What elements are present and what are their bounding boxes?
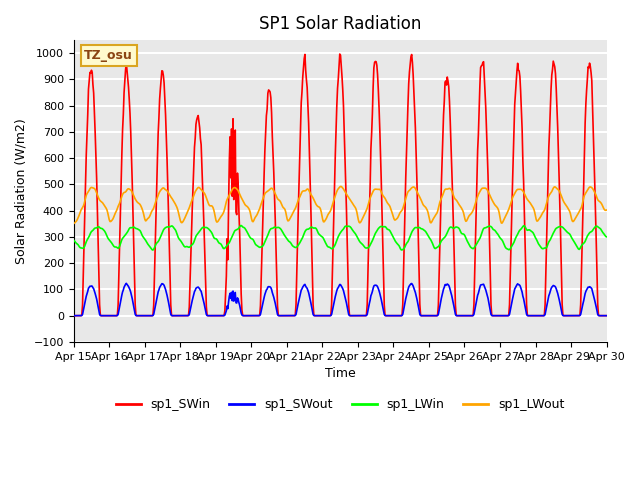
sp1_SWin xyxy=(421,313,429,319)
sp1_SWout xyxy=(189,295,197,300)
sp1_LWin xyxy=(189,241,197,247)
sp1_LWout xyxy=(70,221,77,227)
sp1_LWin xyxy=(149,247,157,253)
sp1_LWin xyxy=(134,227,142,232)
sp1_SWout xyxy=(406,283,413,288)
sp1_SWin xyxy=(406,69,413,75)
Y-axis label: Solar Radiation (W/m2): Solar Radiation (W/m2) xyxy=(15,118,28,264)
sp1_LWin xyxy=(603,234,611,240)
sp1_LWin xyxy=(406,233,414,239)
sp1_SWout xyxy=(79,308,87,314)
sp1_SWin xyxy=(134,313,142,319)
Legend: sp1_SWin, sp1_SWout, sp1_LWin, sp1_LWout: sp1_SWin, sp1_SWout, sp1_LWin, sp1_LWout xyxy=(111,394,570,417)
Line: sp1_LWout: sp1_LWout xyxy=(74,186,607,224)
sp1_LWin xyxy=(79,245,87,251)
Text: TZ_osu: TZ_osu xyxy=(84,49,133,62)
Line: sp1_LWin: sp1_LWin xyxy=(74,226,607,250)
sp1_LWin xyxy=(218,241,225,247)
sp1_SWout xyxy=(135,313,143,319)
sp1_SWin xyxy=(336,51,344,57)
sp1_LWout xyxy=(603,207,611,213)
Line: sp1_SWin: sp1_SWin xyxy=(74,54,607,316)
sp1_LWout xyxy=(406,188,413,193)
sp1_LWout xyxy=(134,200,142,206)
sp1_LWout xyxy=(188,197,196,203)
sp1_LWout xyxy=(79,204,87,209)
X-axis label: Time: Time xyxy=(324,367,355,380)
sp1_SWout xyxy=(421,313,429,319)
sp1_LWout xyxy=(216,214,224,220)
sp1_SWin xyxy=(188,205,196,211)
sp1_SWout xyxy=(603,313,611,319)
sp1_SWout xyxy=(218,313,225,319)
Line: sp1_SWout: sp1_SWout xyxy=(74,283,607,316)
sp1_LWin xyxy=(422,229,429,235)
sp1_SWin xyxy=(79,273,87,279)
sp1_SWin xyxy=(603,313,611,319)
sp1_SWin xyxy=(216,313,224,319)
sp1_LWin xyxy=(70,237,77,243)
sp1_LWout xyxy=(421,204,429,209)
sp1_SWin xyxy=(70,313,77,319)
Title: SP1 Solar Radiation: SP1 Solar Radiation xyxy=(259,15,421,33)
sp1_LWin xyxy=(237,223,245,228)
sp1_SWout xyxy=(70,313,77,319)
sp1_LWout xyxy=(337,183,344,189)
sp1_SWout xyxy=(122,280,130,286)
